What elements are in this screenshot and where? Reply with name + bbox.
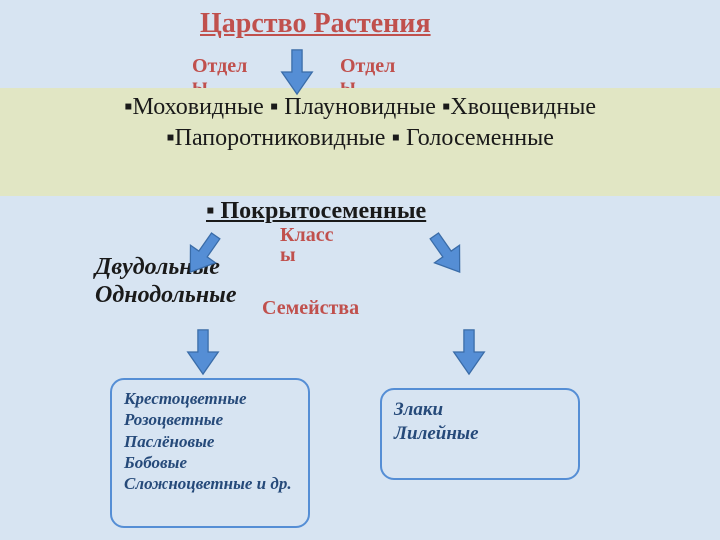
families-label: Семейства bbox=[262, 298, 359, 318]
class-monocot: Однодольные bbox=[95, 282, 236, 310]
family-item: Злаки bbox=[394, 398, 566, 422]
family-item: Паслёновые bbox=[124, 431, 296, 452]
classes-label: Класс ы bbox=[280, 225, 333, 265]
label-line: Отдел bbox=[340, 55, 395, 77]
family-item: Сложноцветные и др. bbox=[124, 473, 296, 494]
family-item: Бобовые bbox=[124, 452, 296, 473]
family-item: Розоцветные bbox=[124, 409, 296, 430]
arrow-down-icon bbox=[186, 328, 220, 376]
families-box-dicot: КрестоцветныеРозоцветныеПаслёновыеБобовы… bbox=[110, 378, 310, 528]
angiosperms-label: ▪ Покрытосеменные bbox=[206, 198, 426, 225]
arrow-down-icon bbox=[452, 328, 486, 376]
label-line: ы bbox=[280, 244, 296, 266]
kingdom-title: Царство Растения bbox=[200, 8, 431, 40]
families-box-monocot: ЗлакиЛилейные bbox=[380, 388, 580, 480]
label-line: Отдел bbox=[192, 55, 247, 77]
divisions-band: ▪Моховидные ▪ Плауновидные ▪Хвощевидные … bbox=[0, 88, 720, 196]
arrow-down-icon bbox=[280, 48, 314, 96]
diagram-stage: Царство Растения Отдел ы Отдел ы ▪Мохови… bbox=[0, 0, 720, 540]
arrow-diag-right-icon bbox=[419, 225, 474, 284]
family-item: Лилейные bbox=[394, 422, 566, 446]
family-item: Крестоцветные bbox=[124, 388, 296, 409]
label-line: Класс bbox=[280, 224, 333, 246]
